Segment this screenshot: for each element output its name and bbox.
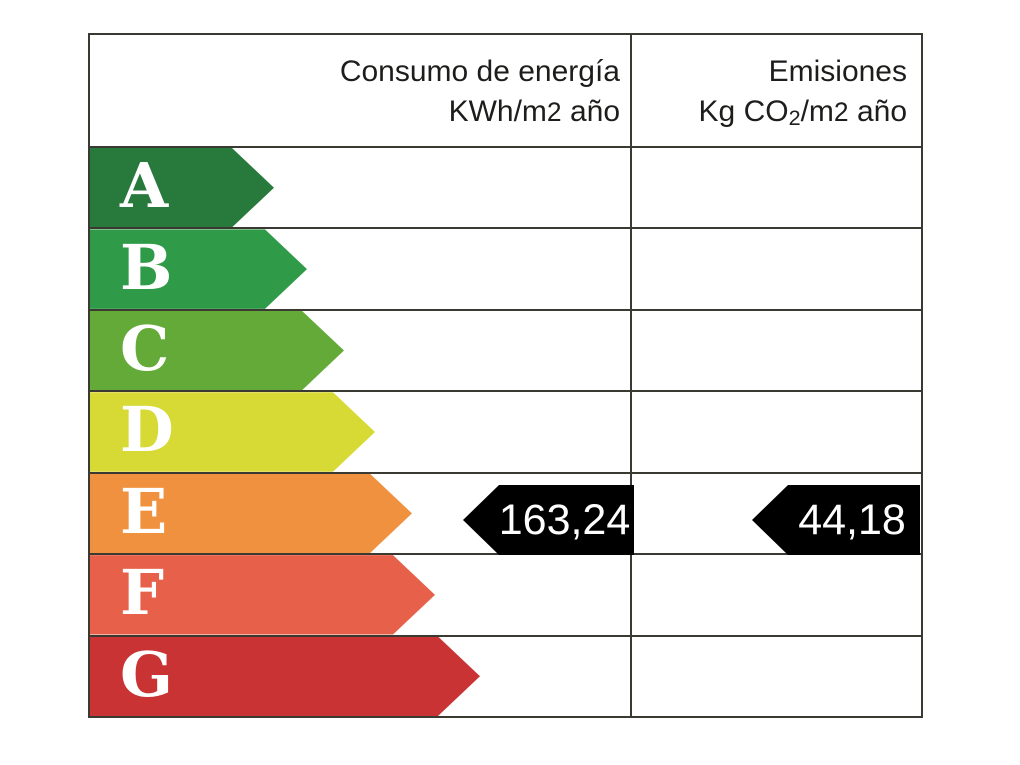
consumo-cell-f: F [90, 555, 632, 635]
rating-row-g: G [90, 636, 921, 716]
rating-bar-e: E [90, 474, 412, 553]
rating-bar-b: B [90, 229, 307, 308]
emisiones-cell-d [632, 392, 921, 471]
emisiones-header-line2: Kg CO2/m2 año [698, 95, 907, 130]
rating-letter-g: G [120, 637, 173, 711]
consumo-value: 163,24 [498, 495, 631, 544]
emisiones-cell-f [632, 555, 921, 634]
consumo-cell-e: E [90, 473, 632, 554]
consumo-cell-c: C [90, 310, 632, 391]
emisiones-header-line1: Emisiones [768, 55, 907, 88]
consumo-header-line2: KWh/m2 año [448, 95, 620, 128]
consumo-cell-g: G [90, 636, 632, 716]
table-header: Consumo de energía KWh/m2 año Emisiones … [90, 35, 921, 148]
energy-rating-table: Consumo de energía KWh/m2 año Emisiones … [88, 33, 923, 718]
emisiones-cell-c [632, 311, 921, 390]
rating-bar-g: G [90, 637, 480, 716]
rating-row-b: B [90, 229, 921, 311]
rating-bar-a: A [90, 148, 274, 227]
rating-letter-f: F [120, 556, 165, 630]
rating-row-d: D [90, 392, 921, 474]
rating-letter-c: C [120, 312, 170, 386]
rating-row-f: F [90, 555, 921, 637]
consumo-value-marker: 163,24 [463, 485, 634, 555]
emisiones-cell-a [632, 148, 921, 227]
consumo-cell-b: B [90, 229, 632, 309]
rating-row-a: A [90, 148, 921, 230]
rating-letter-a: A [120, 149, 169, 223]
emisiones-value-marker: 44,18 [752, 485, 920, 555]
consumo-header-line1: Consumo de energía [339, 55, 620, 88]
rating-bar-f: F [90, 555, 435, 634]
emisiones-value: 44,18 [798, 495, 906, 544]
rating-letter-e: E [120, 474, 168, 548]
rating-bar-c: C [90, 311, 344, 390]
emisiones-cell-g [632, 637, 921, 716]
consumo-header: Consumo de energía KWh/m2 año [90, 35, 632, 146]
rating-bar-d: D [90, 392, 375, 471]
consumo-cell-d: D [90, 392, 632, 472]
rating-letter-d: D [120, 393, 174, 467]
emisiones-header: Emisiones Kg CO2/m2 año [632, 35, 921, 146]
consumo-cell-a: A [90, 148, 632, 228]
emisiones-cell-b [632, 229, 921, 308]
rating-letter-b: B [120, 230, 173, 304]
rating-row-e: E [90, 473, 921, 556]
rating-row-c: C [90, 310, 921, 393]
